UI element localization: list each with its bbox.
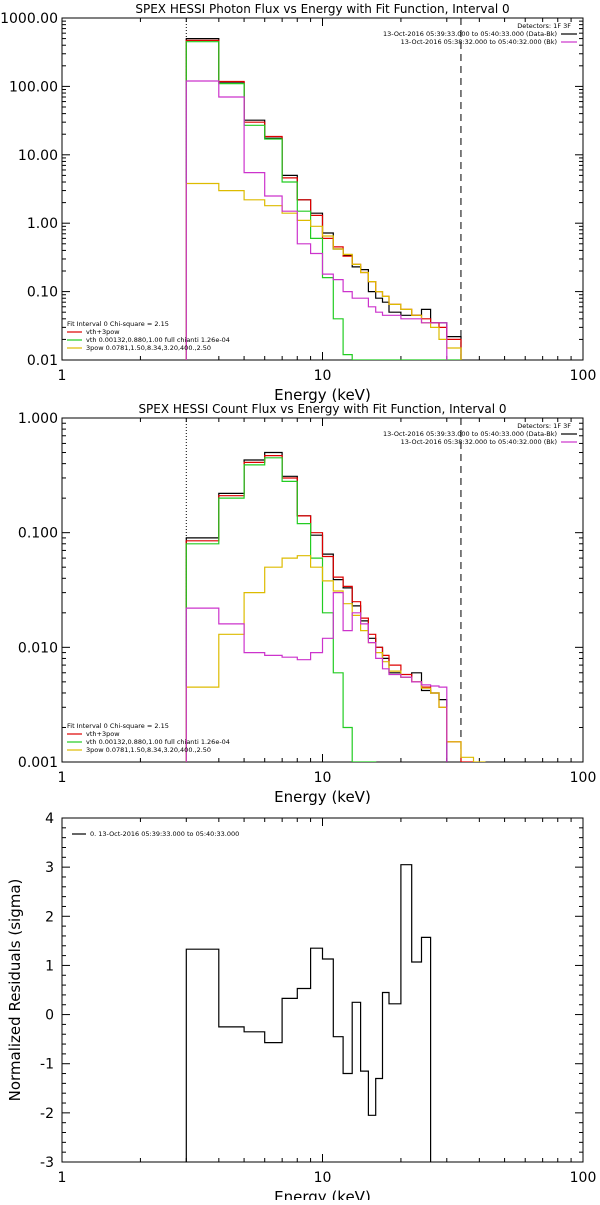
chart-panel-1: SPEX HESSI Photon Flux vs Energy with Fi… <box>0 2 596 404</box>
y-tick-label: 0.01 <box>27 353 58 369</box>
y-tick-label: 0.100 <box>18 526 58 542</box>
chart-panel-2: SPEX HESSI Count Flux vs Energy with Fit… <box>18 402 596 806</box>
legend-entry: vth 0.00132,0.880,1.00 full chianti 1.26… <box>86 738 230 746</box>
series-vth-line <box>185 41 462 360</box>
y-tick-label: -3 <box>40 1155 54 1171</box>
y-tick-label: 2 <box>45 909 54 925</box>
y-tick-label: 1.000 <box>18 411 58 427</box>
y-tick-label: 0 <box>45 1008 54 1024</box>
y-tick-label: 100.00 <box>9 79 58 95</box>
x-tick-label: 1 <box>58 368 67 384</box>
y-axis-label: Normalized Residuals (sigma) <box>6 879 24 1102</box>
plot-frame <box>61 17 584 361</box>
plot-frame <box>61 817 584 1163</box>
x-tick-label: 1 <box>58 770 67 786</box>
series-3pow-line <box>185 555 486 762</box>
x-axis-label: Energy (keV) <box>274 788 371 806</box>
legend-entry: vth+3pow <box>86 328 120 336</box>
x-axis-label: Energy (keV) <box>274 386 371 404</box>
legend-entry: 3pow 0.0781,1.50,8.34,3.20,400.,2.50 <box>86 746 211 754</box>
time-range-label: 13-Oct-2016 05:39:33.000 to 05:40:33.000… <box>383 430 557 438</box>
fit-legend-title: Fit Interval 0 Chi-square = 2.15 <box>67 320 169 328</box>
x-tick-label: 10 <box>314 368 332 384</box>
chart-panel-3: 1 10 100 Energy (keV) -3 -2 -1 0 1 2 3 4 Normalized … <box>6 811 597 1205</box>
legend-entry: vth 0.00132,0.880,1.00 full chianti 1.26… <box>86 336 230 344</box>
series-bk-line <box>185 592 448 762</box>
y-tick-label: 1 <box>45 958 54 974</box>
y-tick-label: 1.00 <box>27 216 58 232</box>
legend-entry: 3pow 0.0781,1.50,8.34,3.20,400.,2.50 <box>86 344 211 352</box>
fit-legend-title: Fit Interval 0 Chi-square = 2.15 <box>67 722 169 730</box>
series-data-bk-line <box>185 38 462 360</box>
series-data-bk-line <box>185 451 448 762</box>
legend-entry: vth+3pow <box>86 730 120 738</box>
x-tick-label: 100 <box>570 770 597 786</box>
y-tick-label: 0.010 <box>18 640 58 656</box>
x-tick-label: 10 <box>314 1170 332 1186</box>
x-tick-label: 100 <box>570 1170 597 1186</box>
x-axis-label: Energy (keV) <box>274 1188 371 1200</box>
y-tick-label: -2 <box>40 1106 54 1122</box>
x-tick-label: 1 <box>58 1170 67 1186</box>
data-layer <box>185 864 432 1162</box>
detectors-label: Detectors: 1F 3F <box>517 22 571 30</box>
x-tick-label: 100 <box>570 368 597 384</box>
data-layer <box>185 18 462 360</box>
chart-title: SPEX HESSI Count Flux vs Energy with Fit… <box>138 402 506 416</box>
y-tick-label: 10.00 <box>18 148 58 164</box>
series-vth-3pow-line <box>185 39 462 360</box>
detectors-label: Detectors: 1F 3F <box>517 422 571 430</box>
y-tick-label: 1000.00 <box>0 11 58 27</box>
time-range-label: 13-Oct-2016 05:39:33.000 to 05:40:33.000… <box>383 30 557 38</box>
time-range-label: 13-Oct-2016 05:38:32.000 to 05:40:32.000… <box>401 38 557 46</box>
y-tick-label: 4 <box>45 811 54 827</box>
chart-title: SPEX HESSI Photon Flux vs Energy with Fi… <box>135 2 509 16</box>
series-vth-line <box>185 457 377 762</box>
y-tick-label: -1 <box>40 1057 54 1073</box>
time-range-label: 13-Oct-2016 05:38:32.000 to 05:40:32.000… <box>401 438 557 446</box>
legend-entry: 0. 13-Oct-2016 05:39:33.000 to 05:40:33.… <box>90 830 239 838</box>
series-bk-line <box>185 80 448 360</box>
series-residuals-line <box>185 864 432 1162</box>
series-vth-3pow-line <box>185 455 475 762</box>
y-tick-label: 0.10 <box>27 285 58 301</box>
y-tick-label: 3 <box>45 860 54 876</box>
data-layer <box>185 418 486 762</box>
x-tick-label: 10 <box>314 770 332 786</box>
y-tick-label: 0.001 <box>18 755 58 771</box>
